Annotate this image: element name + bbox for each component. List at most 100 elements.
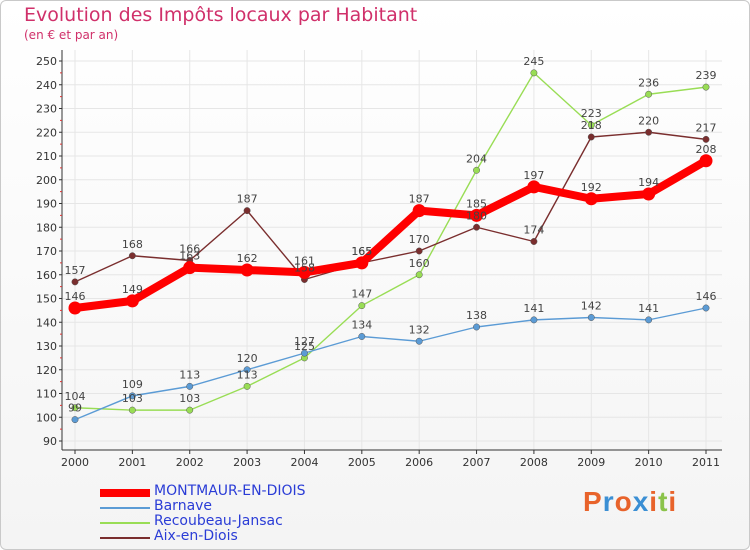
y-tick-label: 90 [43,435,57,448]
y-tick-label: 100 [36,411,57,424]
data-label: 166 [179,243,200,256]
data-label: 103 [179,392,200,405]
y-tick-label: 240 [36,79,57,92]
data-point [645,316,653,324]
data-point [470,208,484,222]
data-label: 180 [466,209,487,222]
data-label: 147 [351,288,372,301]
logo-letter: r [602,486,615,517]
legend-label: Barnave [154,498,213,514]
logo-letter: i [668,486,678,517]
data-point [473,323,480,331]
data-point [243,382,251,390]
data-label: 113 [179,368,200,381]
data-point [128,392,136,400]
data-label: 204 [466,152,487,165]
data-point [68,301,82,315]
data-point [355,256,369,270]
data-point [699,154,713,168]
data-point [415,271,423,279]
data-label: 146 [696,290,717,303]
data-point [71,404,79,412]
data-point [128,252,136,260]
data-label: 168 [122,238,143,251]
data-label: 208 [696,143,717,156]
series-line-aix-en-diois [74,131,707,283]
y-tick-label: 140 [36,316,57,329]
x-tick-label: 2002 [176,456,204,469]
data-label: 194 [638,176,659,189]
data-point [243,207,251,215]
data-point [702,304,710,312]
data-label: 218 [581,119,602,132]
data-label: 170 [409,233,430,246]
data-label: 187 [237,193,258,206]
data-label: 103 [122,392,143,405]
data-label: 104 [65,390,86,403]
logo-letter: x [632,486,650,517]
data-label: 99 [68,402,82,415]
data-label: 163 [179,250,200,263]
data-point [128,406,136,414]
y-tick-label: 150 [36,293,57,306]
legend-swatch [100,489,150,497]
y-tick-label: 120 [36,364,57,377]
data-point [243,366,251,374]
legend-label: MONTMAUR-EN-DIOIS [154,483,306,499]
data-point [412,204,426,218]
data-label: 162 [237,252,258,265]
data-point [358,333,366,340]
logo-letter: P [583,486,603,517]
data-point [358,302,366,310]
data-point [415,247,423,255]
data-label: 165 [351,245,372,258]
data-label: 149 [122,283,143,296]
data-label: 146 [65,290,86,303]
data-point [702,83,710,91]
x-tick-label: 2005 [348,456,376,469]
data-label: 138 [466,309,487,322]
x-tick-label: 2010 [635,456,663,469]
data-label: 217 [696,121,717,134]
data-label: 192 [581,181,602,194]
data-point [645,90,653,98]
data-point [301,349,308,357]
y-tick-label: 230 [36,103,57,116]
data-label: 174 [523,224,544,237]
data-point [297,265,311,279]
data-point [530,69,538,77]
data-label: 236 [638,76,659,89]
data-label: 197 [523,169,544,182]
x-tick-label: 2001 [118,456,146,469]
data-point [642,187,656,201]
data-label: 120 [237,352,258,365]
data-label: 157 [65,264,86,277]
legend-swatch [100,522,150,524]
data-label: 187 [409,193,430,206]
data-label: 165 [351,245,372,258]
data-point [645,128,653,136]
data-label: 161 [294,254,315,267]
legend-label: Aix-en-Diois [154,528,238,544]
x-tick-label: 2011 [692,456,720,469]
data-label: 223 [581,107,602,120]
y-tick-label: 110 [36,388,57,401]
y-tick-label: 250 [36,55,57,68]
logo-letter: o [614,486,633,517]
y-tick-label: 130 [36,340,57,353]
data-label: 113 [237,368,258,381]
data-point [473,223,480,231]
logo-letter: t [658,486,669,517]
x-tick-label: 2003 [233,456,261,469]
series-line-recoubeau-jansac [74,72,707,411]
data-point [527,180,541,194]
y-tick-label: 160 [36,269,57,282]
x-tick-label: 2006 [405,456,433,469]
legend-swatch [100,507,150,509]
x-tick-label: 2000 [61,456,89,469]
data-label: 185 [466,197,487,210]
data-point [587,314,595,321]
series-line-montmaur-en-diois [71,156,710,312]
data-label: 220 [638,114,659,127]
